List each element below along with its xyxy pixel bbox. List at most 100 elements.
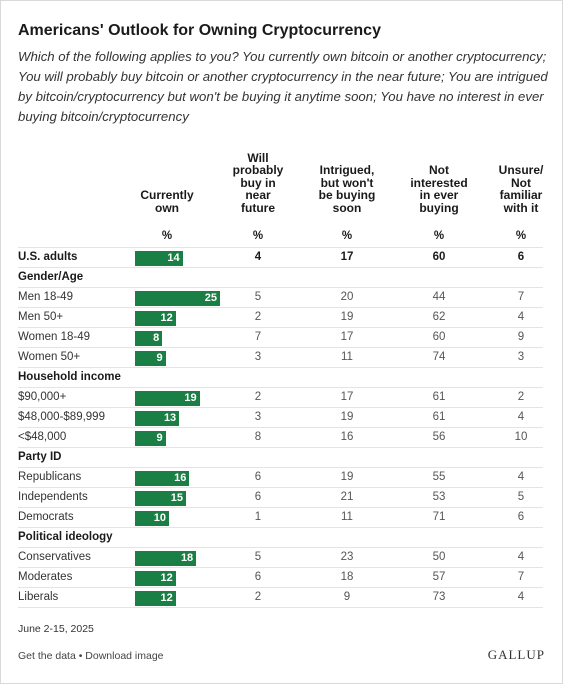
column-header-line: buying (419, 200, 459, 215)
value-cell: 5 (517, 491, 525, 503)
value-cell: 23 (340, 551, 354, 563)
column-header-line: in ever (419, 188, 459, 202)
value-cell: 19 (340, 471, 354, 483)
value-cell: 56 (432, 431, 446, 443)
bar-value-label: 14 (167, 252, 180, 264)
value-cell: 3 (254, 351, 262, 363)
currently-own-bar (135, 491, 186, 506)
currently-own-bar (135, 571, 176, 586)
value-cell: 6 (254, 471, 262, 483)
percent-header: % (161, 230, 173, 242)
chart-subtitle: Which of the following applies to you? Y… (18, 49, 548, 124)
column-header-line: probably (232, 163, 284, 177)
currently-own-bar (135, 591, 176, 606)
table-row: Republicans 16 6 19 55 4 (18, 467, 543, 488)
chart-title: Americans' Outlook for Owning Cryptocurr… (18, 22, 381, 39)
value-cell: 4 (517, 551, 525, 563)
bar-value-label: 12 (160, 572, 173, 584)
percent-header: % (341, 230, 353, 242)
currently-own-bar (135, 331, 163, 346)
value-cell: 61 (432, 391, 446, 403)
table-row: U.S. adults 14 4 17 60 6 (18, 247, 543, 268)
value-cell: 5 (254, 551, 262, 563)
value-cell: 6 (517, 511, 525, 523)
group-label: Gender/Age (18, 271, 84, 283)
currently-own-bar (135, 511, 169, 526)
group-header-row: Party ID (18, 447, 543, 468)
column-header-4: Not interested in ever buying (394, 164, 484, 214)
value-cell: 7 (254, 331, 262, 343)
group-header-row: Household income (18, 367, 543, 388)
percent-header: % (433, 230, 445, 242)
group-label: Household income (18, 371, 121, 383)
currently-own-bar (135, 251, 183, 266)
value-cell: 61 (432, 411, 446, 423)
percent-header: % (515, 230, 527, 242)
bar-value-label: 13 (163, 412, 177, 424)
column-header-line: but won't (320, 175, 374, 190)
currently-own-bar (135, 471, 190, 486)
value-cell: 7 (517, 571, 525, 583)
value-cell: 17 (340, 331, 354, 343)
column-header-5: Unsure/Not familiar with it (476, 164, 563, 214)
table-row: <$48,000 9 8 16 56 10 (18, 427, 543, 448)
currently-own-bar (135, 431, 166, 446)
bar-value-label: 10 (153, 512, 166, 524)
column-header-line: interested (410, 175, 468, 190)
value-cell: 21 (340, 491, 354, 503)
value-cell: 11 (341, 351, 353, 363)
value-cell: 2 (517, 391, 525, 403)
table-row: Independents 15 6 21 53 5 (18, 487, 543, 508)
column-header-line: Not (511, 175, 531, 190)
row-label: Moderates (18, 571, 73, 583)
table-row: Conservatives 18 5 23 50 4 (18, 547, 543, 568)
group-label: Political ideology (18, 531, 113, 543)
table-row: Women 18-49 8 7 17 60 9 (18, 327, 543, 348)
table-row: Moderates 12 6 18 57 7 (18, 567, 543, 588)
gallup-logo: GALLUP (487, 647, 545, 662)
bar-value-label: 16 (174, 472, 187, 484)
value-cell: 6 (254, 491, 262, 503)
table-row: $48,000-$89,999 13 3 19 61 4 (18, 407, 543, 428)
row-label: Women 50+ (18, 351, 81, 363)
row-label: <$48,000 (18, 431, 67, 443)
table-row: $90,000+ 19 2 17 61 2 (18, 387, 543, 408)
table-row: Men 50+ 12 2 19 62 4 (18, 307, 543, 328)
value-cell: 4 (517, 471, 525, 483)
currently-own-bar (135, 291, 220, 306)
group-label: Party ID (18, 451, 62, 463)
column-header-line: soon (332, 200, 362, 215)
value-cell: 4 (517, 591, 525, 603)
value-cell: 6 (254, 571, 262, 583)
column-header-line: Currently (140, 188, 194, 202)
value-cell: 4 (254, 251, 262, 263)
row-label: Democrats (18, 511, 74, 523)
percent-header: % (252, 230, 264, 242)
column-header-line: Unsure/ (498, 163, 544, 177)
bar-value-label: 8 (153, 332, 160, 344)
value-cell: 18 (340, 571, 354, 583)
value-cell: 2 (254, 591, 262, 603)
value-cell: 9 (517, 331, 525, 343)
value-cell: 62 (432, 311, 446, 323)
value-cell: 19 (340, 411, 354, 423)
value-cell: 55 (432, 471, 446, 483)
value-cell: 71 (432, 511, 446, 523)
value-cell: 4 (517, 311, 525, 323)
survey-date: June 2-15, 2025 (18, 623, 94, 635)
currently-own-bar (135, 551, 197, 566)
bar-value-label: 15 (170, 492, 183, 504)
value-cell: 20 (340, 291, 354, 303)
table-row: Women 50+ 9 3 11 74 3 (18, 347, 543, 368)
footer-links[interactable]: Get the data • Download image (18, 650, 164, 662)
value-cell: 57 (432, 571, 446, 583)
column-header-2: Will probably buy in near future (213, 151, 303, 215)
currently-own-bar (135, 411, 180, 426)
value-cell: 2 (254, 311, 262, 323)
column-header-line: with it (503, 200, 539, 215)
value-cell: 17 (340, 251, 354, 263)
value-cell: 8 (254, 431, 262, 443)
column-header-line: buy in (240, 175, 276, 190)
value-cell: 74 (432, 351, 446, 363)
bar-value-label: 12 (160, 312, 173, 324)
